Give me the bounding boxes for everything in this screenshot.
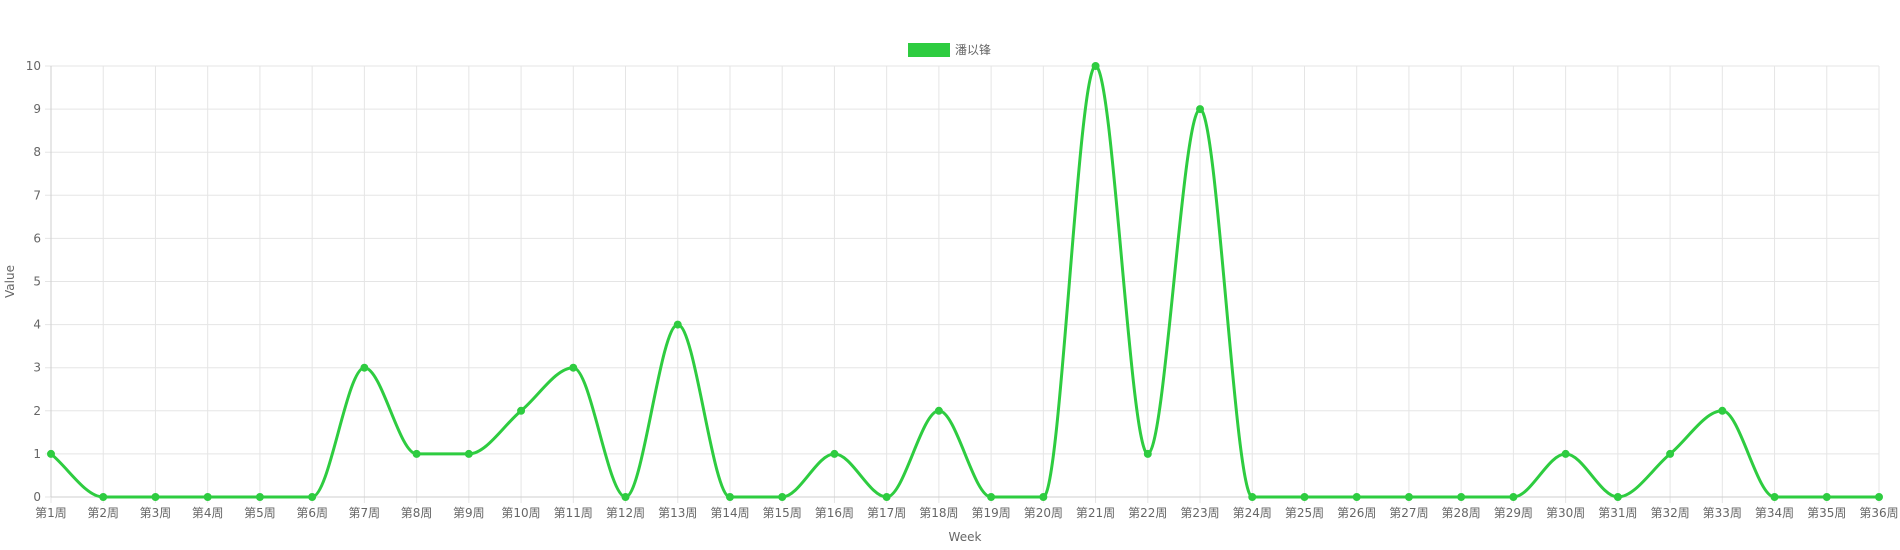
data-point[interactable] [725, 493, 734, 501]
data-point[interactable] [464, 449, 473, 458]
data-point[interactable] [987, 493, 996, 501]
x-tick-label: 第5周 [244, 506, 276, 520]
x-tick-label: 第12周 [606, 506, 645, 520]
x-tick-label: 第4周 [192, 506, 224, 520]
y-tick-label: 8 [33, 145, 41, 159]
x-tick-label: 第21周 [1076, 506, 1115, 520]
x-tick-label: 第36周 [1859, 506, 1898, 520]
x-tick-label: 第22周 [1128, 506, 1167, 520]
x-tick-label: 第26周 [1337, 506, 1376, 520]
x-tick-label: 第29周 [1494, 506, 1533, 520]
data-point[interactable] [1091, 62, 1100, 70]
y-tick-labels: 0 1 2 3 4 5 6 7 8 9 10 [26, 59, 41, 504]
x-tick-labels: 第1周 第2周 第3周 第4周 第5周 第6周 第7周 第8周 第9周 第10周 第11周 第12周第… [35, 506, 1898, 520]
y-tick-label: 5 [33, 275, 41, 289]
legend-label[interactable]: 潘以锋 [955, 43, 991, 57]
data-point[interactable] [308, 493, 317, 501]
x-tick-label: 第1周 [35, 506, 67, 520]
x-tick-label: 第18周 [919, 506, 958, 520]
x-tick-label: 第24周 [1233, 506, 1272, 520]
data-point[interactable] [1822, 493, 1831, 501]
data-point[interactable] [1352, 493, 1361, 501]
x-tick-label: 第23周 [1180, 506, 1219, 520]
x-tick-label: 第34周 [1755, 506, 1794, 520]
y-tick-label: 10 [26, 59, 41, 73]
grid [45, 65, 1880, 503]
data-point[interactable] [673, 320, 682, 329]
data-point[interactable] [1718, 406, 1727, 415]
data-point[interactable] [621, 493, 630, 501]
data-point[interactable] [1561, 449, 1570, 458]
x-tick-label: 第7周 [349, 506, 381, 520]
data-point[interactable] [1404, 493, 1413, 501]
data-point[interactable] [830, 449, 839, 458]
x-tick-label: 第3周 [140, 506, 172, 520]
legend-swatch[interactable] [908, 43, 950, 57]
data-point[interactable] [412, 449, 421, 458]
x-tick-label: 第11周 [554, 506, 593, 520]
x-tick-label: 第35周 [1807, 506, 1846, 520]
axes [50, 66, 1879, 498]
data-point[interactable] [778, 493, 787, 501]
x-tick-label: 第13周 [658, 506, 697, 520]
data-point[interactable] [1509, 493, 1518, 501]
y-tick-label: 4 [33, 318, 41, 332]
series-line [50, 64, 1880, 499]
data-point[interactable] [151, 493, 160, 501]
data-point[interactable] [882, 493, 891, 501]
x-tick-label: 第33周 [1703, 506, 1742, 520]
data-point[interactable] [360, 363, 369, 372]
data-point[interactable] [934, 406, 943, 415]
data-point[interactable] [1770, 493, 1779, 501]
y-axis-title: Value [3, 265, 17, 298]
y-tick-label: 7 [33, 188, 41, 202]
x-tick-label: 第16周 [815, 506, 854, 520]
y-tick-label: 1 [33, 447, 41, 461]
x-tick-label: 第19周 [971, 506, 1010, 520]
data-point[interactable] [1248, 493, 1257, 501]
data-point[interactable] [1196, 105, 1205, 114]
x-tick-label: 第27周 [1389, 506, 1428, 520]
data-point[interactable] [1875, 493, 1883, 501]
x-tick-label: 第17周 [867, 506, 906, 520]
x-tick-label: 第15周 [763, 506, 802, 520]
data-point[interactable] [1666, 449, 1675, 458]
y-tick-label: 3 [33, 361, 41, 375]
y-tick-label: 2 [33, 404, 41, 418]
x-tick-label: 第30周 [1546, 506, 1585, 520]
y-tick-label: 9 [33, 102, 41, 116]
x-tick-label: 第31周 [1598, 506, 1637, 520]
legend[interactable]: 潘以锋 [908, 43, 991, 57]
data-point[interactable] [203, 493, 212, 501]
x-tick-label: 第20周 [1024, 506, 1063, 520]
x-tick-label: 第32周 [1650, 506, 1689, 520]
data-point[interactable] [1613, 493, 1622, 501]
data-point[interactable] [1143, 449, 1152, 458]
x-tick-label: 第10周 [501, 506, 540, 520]
data-point[interactable] [1457, 493, 1466, 501]
data-point[interactable] [255, 493, 264, 501]
x-tick-label: 第2周 [87, 506, 119, 520]
x-tick-label: 第6周 [296, 506, 328, 520]
data-point[interactable] [1300, 493, 1309, 501]
data-point[interactable] [569, 363, 578, 372]
x-tick-label: 第25周 [1285, 506, 1324, 520]
y-tick-label: 0 [33, 490, 41, 504]
data-point[interactable] [1039, 493, 1048, 501]
x-axis-title: Week [949, 530, 982, 544]
x-tick-label: 第14周 [710, 506, 749, 520]
data-point[interactable] [99, 493, 108, 501]
x-tick-label: 第9周 [453, 506, 485, 520]
series [47, 62, 1883, 501]
x-tick-label: 第28周 [1442, 506, 1481, 520]
x-tick-label: 第8周 [401, 506, 433, 520]
data-point[interactable] [517, 406, 526, 415]
y-tick-label: 6 [33, 231, 41, 245]
data-point[interactable] [47, 449, 55, 458]
